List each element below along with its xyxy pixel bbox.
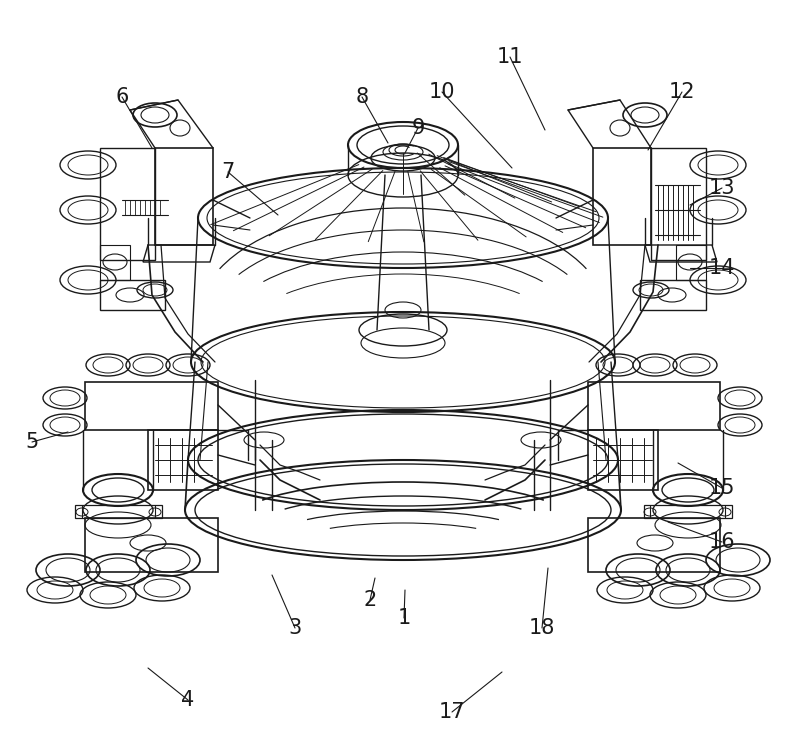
Text: 6: 6: [115, 87, 129, 107]
Text: 16: 16: [708, 532, 735, 552]
Text: 15: 15: [708, 478, 735, 498]
Text: 18: 18: [529, 618, 555, 638]
Text: 14: 14: [708, 258, 735, 278]
Text: 17: 17: [438, 702, 465, 722]
Text: 4: 4: [181, 690, 194, 710]
Text: 5: 5: [25, 432, 39, 452]
Text: 10: 10: [429, 82, 455, 102]
Text: 7: 7: [222, 162, 235, 182]
Text: 13: 13: [708, 178, 735, 198]
Text: 3: 3: [289, 618, 301, 638]
Text: 9: 9: [411, 118, 425, 138]
Text: 8: 8: [355, 87, 368, 107]
Text: 1: 1: [397, 608, 410, 628]
Text: 12: 12: [669, 82, 696, 102]
Text: 11: 11: [496, 47, 523, 67]
Text: 2: 2: [364, 590, 376, 610]
